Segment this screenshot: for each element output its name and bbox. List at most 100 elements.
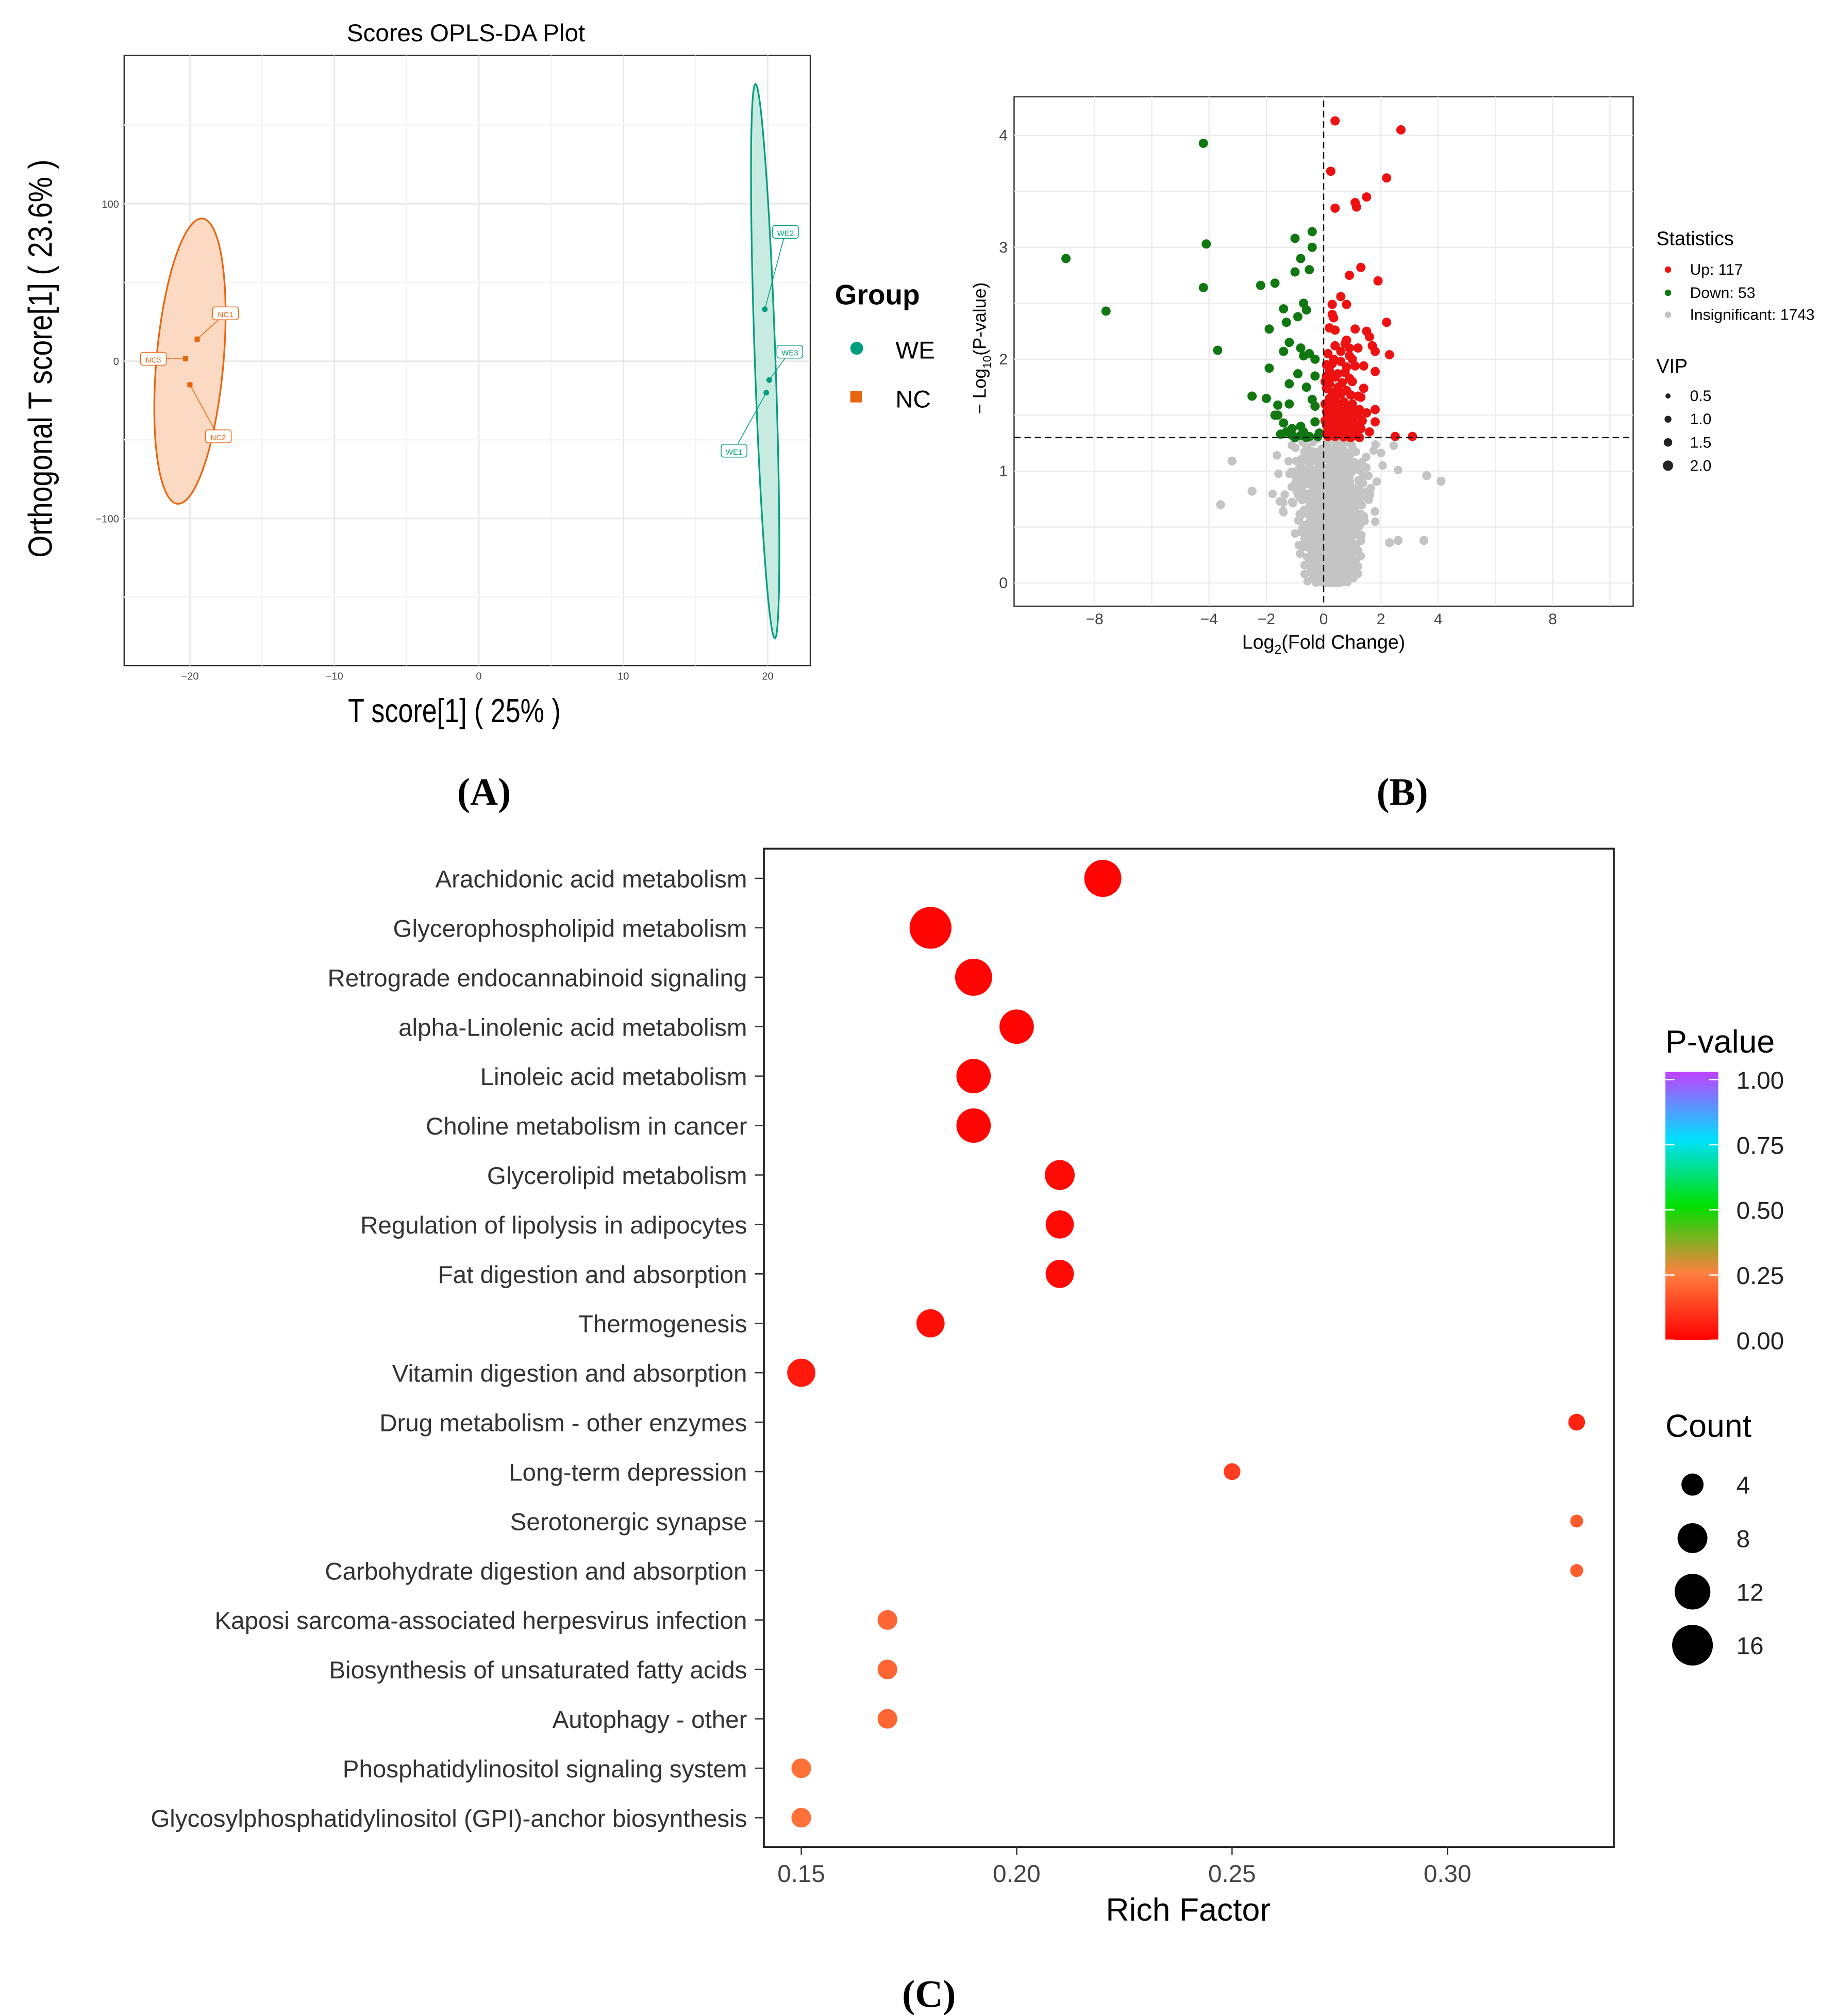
up-point bbox=[1362, 408, 1372, 418]
insignificant-point bbox=[1332, 503, 1341, 512]
insignificant-point bbox=[1308, 512, 1316, 521]
point-label: WE3 bbox=[781, 349, 798, 358]
x-tick-label: 0.20 bbox=[993, 1860, 1041, 1888]
legend-vip-1-0 bbox=[1664, 415, 1672, 423]
insignificant-point bbox=[1355, 464, 1364, 473]
y-tick-label: 1 bbox=[999, 463, 1008, 480]
legend-title: Group bbox=[835, 279, 920, 311]
color-tick-label: 0.50 bbox=[1737, 1197, 1784, 1225]
up-point bbox=[1370, 366, 1380, 376]
pathway-label: Fat digestion and absorption bbox=[438, 1261, 747, 1289]
up-point bbox=[1408, 431, 1417, 441]
insignificant-point bbox=[1312, 504, 1322, 512]
insignificant-point bbox=[1328, 451, 1337, 460]
down-point bbox=[1281, 318, 1291, 327]
up-point bbox=[1370, 405, 1380, 414]
insignificant-point bbox=[1393, 536, 1403, 545]
x-tick-label: −10 bbox=[326, 671, 343, 682]
pathway-point bbox=[1570, 1514, 1583, 1528]
y-tick-label: 4 bbox=[999, 127, 1008, 144]
insignificant-point bbox=[1311, 570, 1320, 578]
insignificant-point bbox=[1342, 534, 1351, 543]
up-point bbox=[1330, 410, 1340, 420]
up-point bbox=[1330, 203, 1340, 213]
pathway-point bbox=[956, 1059, 991, 1094]
size-legend-label: 12 bbox=[1737, 1579, 1764, 1606]
insignificant-point bbox=[1365, 491, 1374, 500]
insignificant-point bbox=[1294, 490, 1303, 499]
x-tick-label: 2 bbox=[1377, 611, 1386, 628]
legend-nc-label: NC bbox=[895, 386, 931, 413]
pathway-point bbox=[791, 1758, 811, 1778]
down-point bbox=[1247, 391, 1257, 401]
insignificant-point bbox=[1297, 484, 1306, 493]
size-legend-label: 4 bbox=[1737, 1472, 1750, 1499]
pathway-point bbox=[1045, 1210, 1074, 1239]
pathway-label: Phosphatidylinositol signaling system bbox=[343, 1756, 747, 1783]
size-legend-marker bbox=[1672, 1625, 1713, 1666]
pathway-point bbox=[956, 1108, 991, 1143]
insignificant-point bbox=[1339, 546, 1348, 555]
up-point bbox=[1331, 387, 1341, 396]
insignificant-point bbox=[1310, 525, 1319, 534]
x-tick-label: 10 bbox=[617, 671, 629, 682]
down-point bbox=[1281, 427, 1291, 437]
pathway-label: Glycerolipid metabolism bbox=[487, 1162, 747, 1190]
down-point bbox=[1310, 354, 1320, 364]
x-tick-label: 0.25 bbox=[1208, 1860, 1256, 1888]
point-label: NC1 bbox=[218, 310, 233, 319]
x-tick-label: −20 bbox=[181, 671, 199, 682]
insignificant-point bbox=[1371, 440, 1380, 449]
up-point bbox=[1364, 332, 1374, 342]
up-point bbox=[1325, 393, 1334, 403]
insignificant-point bbox=[1274, 469, 1283, 478]
insignificant-point bbox=[1334, 451, 1343, 460]
up-point bbox=[1329, 313, 1339, 323]
insignificant-point bbox=[1268, 489, 1277, 498]
we-sample-point bbox=[762, 306, 768, 312]
down-point bbox=[1101, 306, 1111, 316]
we-sample-point bbox=[763, 390, 770, 396]
legend-statistics-title: Statistics bbox=[1657, 227, 1734, 249]
up-point bbox=[1336, 357, 1346, 366]
x-tick-label: 0 bbox=[1320, 611, 1328, 628]
down-point bbox=[1261, 393, 1271, 403]
pathway-label: Biosynthesis of unsaturated fatty acids bbox=[329, 1657, 747, 1684]
legend-we-label: WE bbox=[895, 337, 935, 364]
up-point bbox=[1356, 392, 1366, 402]
insignificant-point bbox=[1272, 451, 1281, 460]
insignificant-point bbox=[1394, 465, 1403, 475]
insignificant-point bbox=[1326, 521, 1336, 530]
pathway-point bbox=[909, 907, 952, 949]
up-point bbox=[1330, 341, 1340, 351]
up-point bbox=[1320, 416, 1330, 426]
point-label: WE2 bbox=[777, 229, 794, 238]
legend-vip-label: 2.0 bbox=[1690, 457, 1712, 474]
y-tick-label: 0 bbox=[999, 575, 1008, 592]
insignificant-point bbox=[1360, 517, 1369, 526]
down-point bbox=[1310, 417, 1320, 427]
up-point bbox=[1336, 292, 1346, 302]
legend-vip-0-5 bbox=[1665, 393, 1671, 399]
x-tick-label: 20 bbox=[762, 671, 773, 682]
legend-nc-marker bbox=[850, 391, 862, 403]
y-tick-label: 2 bbox=[999, 351, 1008, 368]
up-point bbox=[1356, 424, 1366, 434]
up-point bbox=[1353, 343, 1363, 353]
insignificant-point bbox=[1247, 487, 1257, 496]
up-point bbox=[1330, 325, 1340, 335]
up-point bbox=[1373, 276, 1383, 286]
pathway-point bbox=[916, 1309, 945, 1338]
insignificant-point bbox=[1349, 496, 1359, 505]
point-label: WE1 bbox=[726, 448, 743, 457]
down-point bbox=[1201, 239, 1211, 249]
up-point bbox=[1362, 192, 1372, 202]
legend-up-marker bbox=[1664, 266, 1672, 273]
y-tick-label: 0 bbox=[113, 356, 119, 368]
pathway-point bbox=[1045, 1259, 1074, 1288]
up-point bbox=[1336, 346, 1346, 356]
x-axis-label: Rich Factor bbox=[1106, 1892, 1271, 1928]
insignificant-point bbox=[1347, 560, 1356, 569]
down-point bbox=[1279, 346, 1289, 356]
up-point bbox=[1356, 262, 1366, 272]
